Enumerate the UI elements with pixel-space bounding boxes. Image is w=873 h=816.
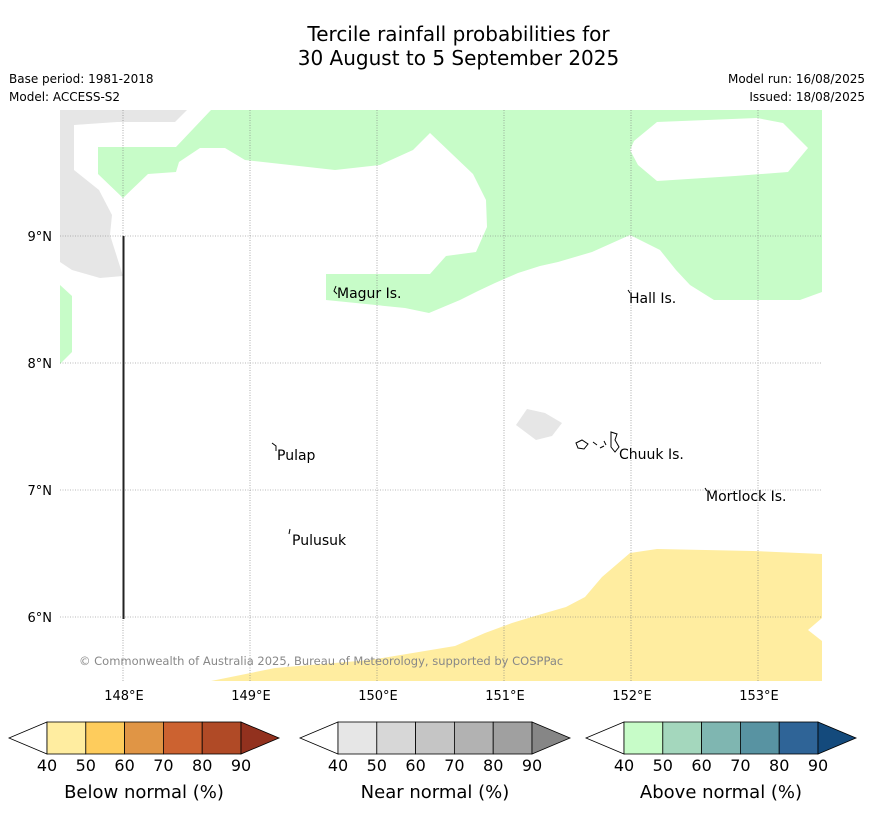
lon-label: 149°E <box>231 689 271 704</box>
place-label: Hall Is. <box>629 291 676 307</box>
colorbar-extension-low <box>7 721 48 755</box>
colorbar-extension-low <box>584 721 625 755</box>
island-mortlock <box>704 487 708 492</box>
island-magur <box>333 285 338 295</box>
island-pulusuk <box>288 528 291 535</box>
colorbar-extension-high <box>240 721 281 755</box>
place-label: Pulusuk <box>292 533 347 549</box>
near-normal-region-west <box>60 110 187 278</box>
colorbar-tick-label: 80 <box>769 756 789 775</box>
colorbar-tick-label: 40 <box>37 756 57 775</box>
colorbar: 40 50 60 70 80 90 Below normal (%) <box>7 721 281 803</box>
near-normal-region-east <box>516 409 562 440</box>
place-label: Mortlock Is. <box>706 489 786 505</box>
colorbar: 40 50 60 70 80 90 Near normal (%) <box>298 721 572 803</box>
lon-axis: 148°E 149°E 150°E 151°E 152°E 153°E <box>104 689 779 704</box>
colorbar-tick-label: 40 <box>614 756 634 775</box>
below-normal-region-south <box>211 549 822 681</box>
base-period-text: Base period: 1981-2018 <box>9 72 154 86</box>
colorbar-segment <box>85 721 126 755</box>
colorbar-tick-label: 70 <box>730 756 750 775</box>
colorbar-tick-label: 70 <box>153 756 173 775</box>
lat-label: 7°N <box>28 484 53 499</box>
colorbar-tick-label: 90 <box>231 756 251 775</box>
lon-label: 152°E <box>612 689 652 704</box>
colorbar-segment <box>376 721 416 755</box>
colorbar-segment <box>453 721 494 755</box>
issued-text: Issued: 18/08/2025 <box>749 90 865 104</box>
info-right: Model run: 16/08/2025 Issued: 18/08/2025 <box>728 70 865 106</box>
colorbar-tick-label: 70 <box>444 756 464 775</box>
info-left: Base period: 1981-2018 Model: ACCESS-S2 <box>9 70 154 106</box>
colorbar-tick-label: 80 <box>192 756 212 775</box>
colorbar-segment <box>701 721 741 755</box>
colorbar-legends: 40 50 60 70 80 90 Below normal (%) 40 50 60 70 80 90… <box>7 721 858 803</box>
colorbar-segment <box>492 721 533 755</box>
lon-label: 153°E <box>739 689 779 704</box>
colorbar-extension-high <box>531 721 572 755</box>
island-chuuk-lagoon <box>575 431 620 453</box>
copyright-text: © Commonwealth of Australia 2025, Bureau… <box>79 654 563 668</box>
lat-axis: 9°N 8°N 7°N 6°N <box>28 230 53 626</box>
place-label: Pulap <box>277 448 316 464</box>
above-normal-region-west <box>60 285 72 364</box>
colorbar-segment <box>162 721 203 755</box>
lon-label: 151°E <box>485 689 525 704</box>
colorbar-segment <box>415 721 455 755</box>
colorbar-tick-label: 60 <box>405 756 425 775</box>
map-area: Magur Is. Hall Is. Pulap Chuuk Is. Mortl… <box>60 110 822 681</box>
title-line-1: Tercile rainfall probabilities for <box>307 22 610 46</box>
lon-label: 148°E <box>104 689 144 704</box>
colorbar-tick-label: 50 <box>367 756 387 775</box>
lat-label: 9°N <box>28 230 53 245</box>
place-label: Chuuk Is. <box>619 447 684 463</box>
colorbar-tick-label: 90 <box>522 756 542 775</box>
place-labels: Magur Is. Hall Is. Pulap Chuuk Is. Mortl… <box>277 286 786 549</box>
colorbar: 40 50 60 70 80 90 Above normal (%) <box>584 721 858 803</box>
colorbar-tick-label: 90 <box>808 756 828 775</box>
colorbar-segment <box>201 721 242 755</box>
colorbar-tick-label: 40 <box>328 756 348 775</box>
model-text: Model: ACCESS-S2 <box>9 90 121 104</box>
lon-label: 150°E <box>358 689 398 704</box>
place-label: Magur Is. <box>337 286 402 302</box>
colorbar-label: Below normal (%) <box>64 782 224 803</box>
grid <box>60 110 822 681</box>
colorbar-segment <box>662 721 702 755</box>
colorbar-extension-high <box>817 721 858 755</box>
island-pulap <box>271 442 277 451</box>
island-outlines <box>271 285 708 535</box>
colorbar-segment <box>46 721 87 755</box>
colorbar-segment <box>124 721 164 755</box>
map-title: Tercile rainfall probabilities for 30 Au… <box>0 22 873 70</box>
colorbar-extension-low <box>298 721 339 755</box>
colorbar-tick-label: 60 <box>691 756 711 775</box>
colorbar-label: Near normal (%) <box>361 782 510 803</box>
title-line-2: 30 August to 5 September 2025 <box>297 46 620 70</box>
colorbar-tick-label: 80 <box>483 756 503 775</box>
colorbar-segment <box>337 721 378 755</box>
lat-label: 6°N <box>28 611 53 626</box>
above-normal-hole <box>630 118 808 181</box>
colorbar-segment <box>778 721 819 755</box>
model-run-text: Model run: 16/08/2025 <box>727 72 865 86</box>
colorbar-segment <box>623 721 664 755</box>
island-hall <box>627 289 631 294</box>
colorbar-tick-label: 50 <box>653 756 673 775</box>
colorbar-tick-label: 60 <box>114 756 134 775</box>
colorbar-tick-label: 50 <box>76 756 96 775</box>
lat-label: 8°N <box>28 357 53 372</box>
colorbar-label: Above normal (%) <box>640 782 802 803</box>
colorbar-segment <box>740 721 780 755</box>
